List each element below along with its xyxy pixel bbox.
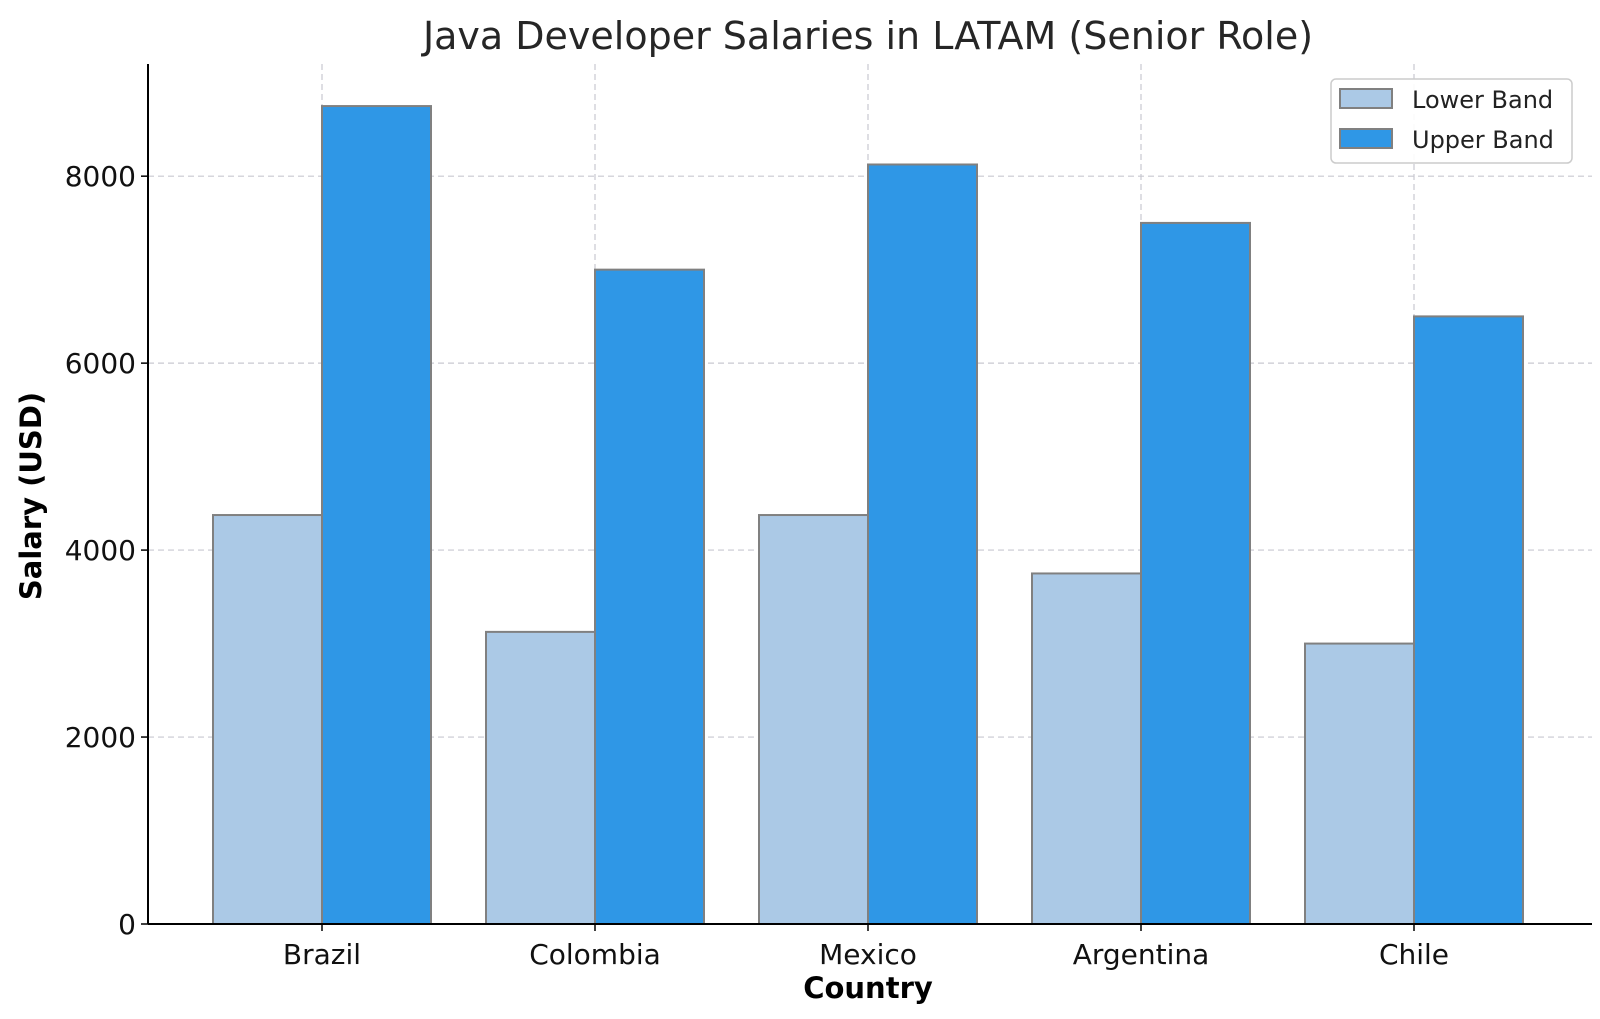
bar-lower-band [1031,572,1142,926]
bar-upper-band [594,268,705,925]
bar-upper-band [867,163,978,925]
legend-swatch-lower-band [1339,88,1393,109]
y-axis-label: Salary (USD) [14,392,48,600]
bar-lower-band [212,514,323,925]
y-axis-ticks: 0 2000 4000 6000 8000 [65,160,148,941]
chart-title: Java Developer Salaries in LATAM (Senior… [421,14,1313,58]
y-tick-label: 6000 [65,347,136,380]
x-tick-label: Argentina [1073,938,1210,971]
bar-lower-band [1304,642,1415,926]
x-tick-label: Chile [1379,938,1449,971]
y-tick-label: 4000 [65,534,136,567]
legend-label-lower-band: Lower Band [1412,86,1553,114]
bar-upper-band [1140,221,1251,926]
x-axis-ticks: Brazil Colombia Mexico Argentina Chile [283,924,1449,971]
bar-lower-band [758,514,869,925]
y-tick-label: 2000 [65,721,136,754]
x-axis-label: Country [803,971,933,1005]
y-tick-label: 8000 [65,160,136,193]
legend-label-upper-band: Upper Band [1412,126,1554,154]
x-tick-label: Mexico [819,938,917,971]
bar-upper-band [1413,315,1524,925]
bar-lower-band [485,630,596,925]
x-tick-label: Colombia [529,938,661,971]
legend: Lower Band Upper Band [1330,78,1573,164]
bar-upper-band [321,105,432,925]
y-tick-label: 0 [118,908,136,941]
legend-swatch-upper-band [1339,128,1393,149]
x-tick-label: Brazil [283,938,361,971]
bars [212,105,1524,926]
